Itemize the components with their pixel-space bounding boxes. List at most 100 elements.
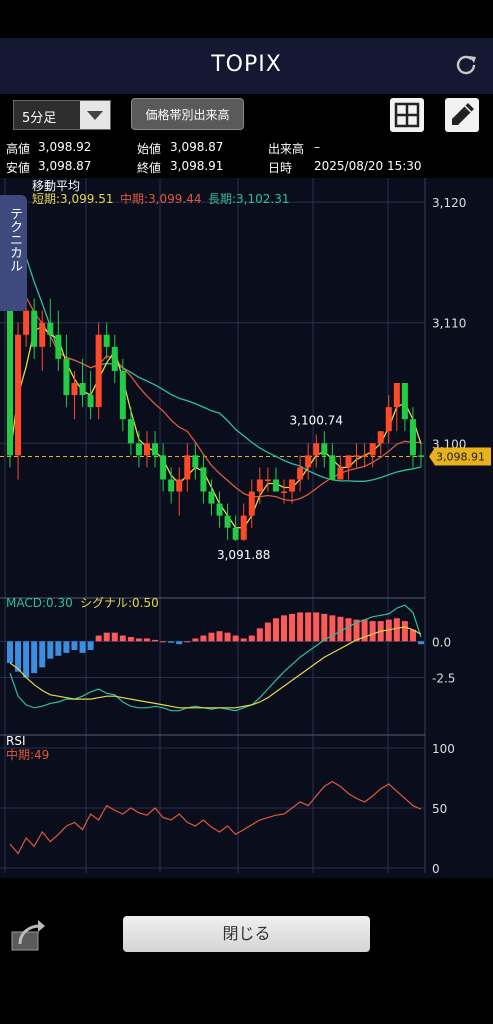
chevron-down-icon	[80, 101, 110, 129]
open-label: 始値	[137, 142, 162, 156]
rsi-legend: 中期:49	[6, 747, 49, 762]
chart-area[interactable]: 3,120 3,110 3,100 3,100.74 3,091.88 3,098.91 移…	[0, 178, 493, 894]
refresh-icon[interactable]	[453, 52, 479, 78]
price-tick-label: 3,110	[432, 317, 466, 331]
macd-histogram-bar	[15, 641, 22, 672]
ma-legend-item: 短期:3,099.51	[32, 192, 113, 206]
macd-histogram-bar	[401, 621, 408, 642]
interval-value: 5分足	[22, 111, 57, 126]
chart-canvas[interactable]: 3,1203,1103,1003,100.743,091.883,098.91移…	[0, 178, 493, 894]
close-value: 3,098.91	[170, 159, 224, 173]
candle-body	[297, 467, 304, 480]
macd-histogram-bar	[63, 641, 70, 653]
ma-short-line	[9, 325, 422, 529]
candle-body	[208, 491, 215, 504]
candle-body	[39, 322, 46, 347]
back-icon[interactable]	[10, 918, 46, 952]
price-annotation: 3,091.88	[217, 548, 270, 562]
macd-histogram-bar	[256, 628, 263, 642]
candle-body	[119, 370, 126, 420]
candle-body	[313, 443, 320, 456]
datetime-label: 日時	[268, 161, 293, 175]
candle-body	[337, 467, 344, 480]
candle-body	[305, 455, 312, 468]
candle-body	[168, 479, 175, 492]
pencil-icon[interactable]	[445, 98, 479, 132]
signal-legend: シグナル:0.50	[80, 596, 159, 610]
candle-body	[353, 455, 360, 457]
candle-body	[409, 419, 416, 456]
ma-mid-line	[9, 262, 422, 502]
macd-histogram-bar	[337, 616, 344, 642]
macd-histogram-bar	[87, 641, 94, 650]
high-value: 3,098.92	[38, 140, 92, 154]
candle-body	[176, 479, 183, 492]
close-button[interactable]: 閉じる	[123, 916, 370, 952]
candle-body	[160, 455, 167, 480]
signal-line	[9, 626, 422, 709]
candle-body	[240, 515, 247, 540]
candle-body	[127, 419, 134, 444]
interval-select[interactable]: 5分足	[13, 100, 111, 130]
candle-body	[272, 479, 279, 492]
candle-body	[393, 383, 400, 408]
macd-histogram-bar	[127, 637, 134, 642]
low-label: 安値	[6, 161, 31, 175]
macd-histogram-bar	[272, 618, 279, 642]
macd-histogram-bar	[418, 641, 424, 645]
candle-body	[216, 503, 223, 516]
candle-body	[361, 455, 368, 457]
page-title: TOPIX	[211, 52, 282, 77]
technical-side-tab[interactable]: テクニカル	[0, 195, 27, 311]
macd-histogram-bar	[111, 632, 118, 642]
candle-body	[63, 358, 70, 396]
candle-body	[224, 515, 231, 528]
macd-histogram-bar	[329, 615, 336, 642]
rsi-tick-label: 0	[432, 862, 440, 876]
macd-histogram-bar	[361, 619, 368, 642]
macd-histogram-bar	[200, 635, 207, 642]
rsi-line	[9, 780, 422, 855]
candle-body	[329, 455, 336, 480]
rsi-tick-label: 100	[432, 742, 455, 756]
candle-body	[192, 455, 199, 468]
candle-body	[385, 407, 392, 432]
candle-body	[55, 334, 62, 359]
candle-body	[264, 479, 271, 481]
macd-histogram-bar	[353, 619, 360, 642]
ma-legend-item: 長期:3,102.31	[208, 192, 289, 206]
chart-toolbar: 5分足 価格帯別出来高	[0, 94, 493, 138]
volume-label: 出来高	[268, 142, 305, 156]
candle-body	[111, 346, 118, 371]
grid-icon[interactable]	[390, 98, 424, 132]
rsi-title: RSI	[6, 734, 26, 748]
macd-histogram-bar	[55, 641, 62, 656]
macd-histogram-bar	[7, 641, 13, 663]
candle-body	[418, 455, 424, 457]
macd-histogram-bar	[47, 641, 54, 659]
macd-histogram-bar	[345, 618, 352, 642]
macd-histogram-bar	[232, 635, 239, 642]
ma-legend-item: 中期:3,099.44	[120, 191, 201, 206]
macd-histogram-bar	[216, 631, 223, 642]
macd-histogram-bar	[71, 641, 78, 650]
candle-body	[281, 491, 287, 494]
technical-tab-label: テクニカル	[7, 207, 22, 272]
macd-histogram-bar	[313, 612, 320, 642]
macd-histogram-bar	[176, 641, 183, 645]
macd-tick-label: 0.0	[432, 635, 451, 649]
macd-histogram-bar	[184, 641, 191, 643]
high-label: 高値	[6, 142, 31, 156]
status-bar	[0, 0, 493, 38]
macd-histogram-bar	[297, 612, 304, 642]
macd-histogram-bar	[248, 635, 255, 642]
candle-body	[200, 467, 207, 492]
candle-body	[95, 334, 102, 408]
candle-body	[7, 310, 13, 456]
macd-histogram-bar	[264, 622, 271, 642]
macd-tick-label: -2.5	[432, 671, 455, 685]
candle-body	[248, 491, 255, 516]
candle-body	[23, 310, 30, 335]
volume-by-price-button[interactable]: 価格帯別出来高	[131, 98, 244, 130]
close-label: 終値	[137, 161, 162, 175]
